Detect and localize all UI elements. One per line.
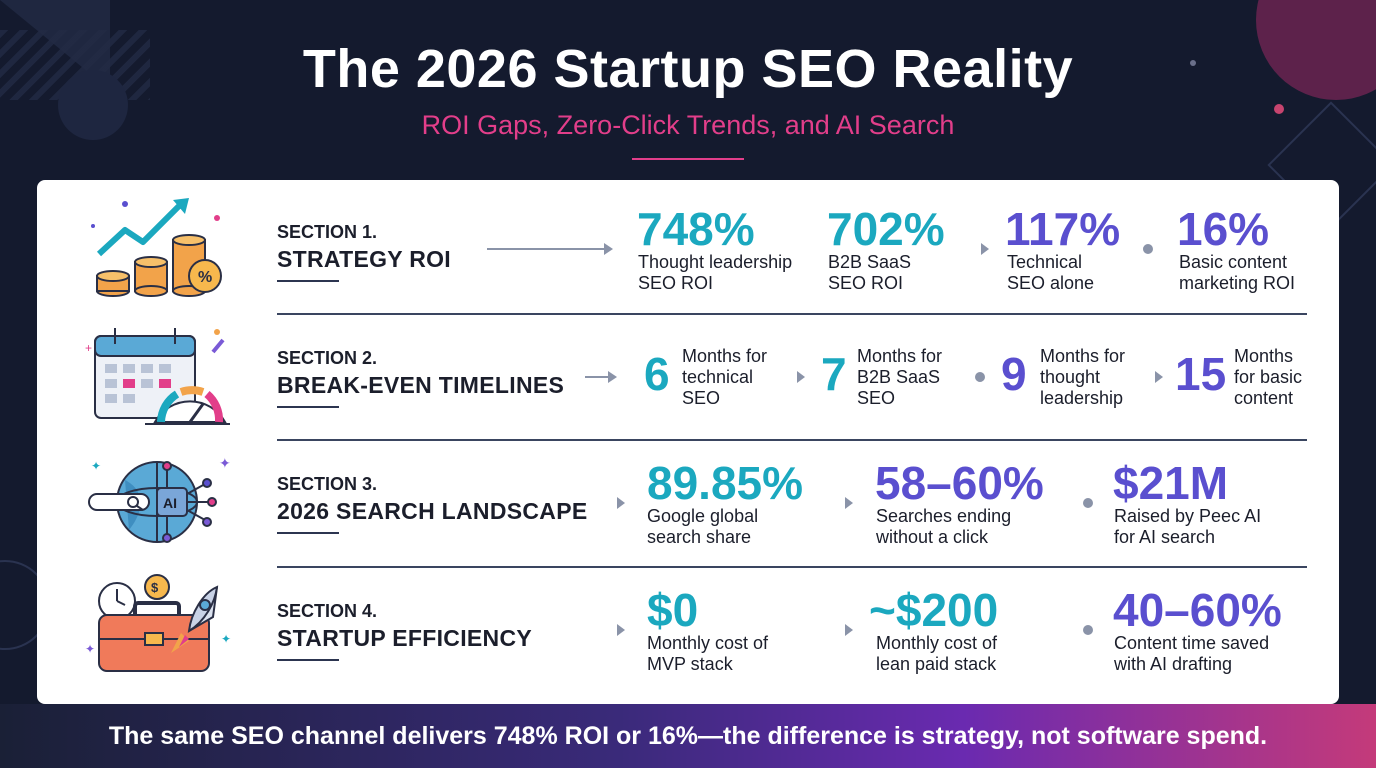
- toolbox-rocket-icon: $ ✦ ✦: [85, 573, 235, 683]
- chevron-right-icon: [617, 497, 625, 509]
- stat-description: Searches ending: [876, 506, 1012, 526]
- stat-description: Technical: [1007, 252, 1083, 272]
- bullet-dot: [975, 372, 985, 382]
- svg-text:✦: ✦: [91, 459, 101, 473]
- stat-value: ~$200: [869, 584, 999, 636]
- stat-description: Monthly cost of: [647, 633, 769, 653]
- stat-description: Months: [1234, 346, 1294, 366]
- page-title: The 2026 Startup SEO Reality: [302, 39, 1074, 99]
- stat-description: leadership: [1040, 388, 1124, 408]
- section-1-label: SECTION 1.: [277, 222, 378, 242]
- row-divider: [277, 313, 1307, 315]
- stat-description: thought: [1040, 367, 1101, 387]
- section-2-label: SECTION 2.: [277, 348, 378, 368]
- section-4-title: STARTUP EFFICIENCY: [277, 625, 533, 651]
- chevron-right-icon: [845, 497, 853, 509]
- stat-description: Months for: [857, 346, 943, 366]
- stat-description: B2B SaaS: [857, 367, 941, 387]
- stat-description: SEO alone: [1007, 273, 1095, 293]
- stat-description: SEO ROI: [638, 273, 714, 293]
- section-2-underline: [277, 406, 339, 408]
- stat-description: technical: [682, 367, 754, 387]
- chevron-right-icon: [845, 624, 853, 636]
- subtitle-underline: [632, 158, 744, 160]
- svg-text:$: $: [151, 580, 159, 595]
- stat-description: Months for: [682, 346, 768, 366]
- section-3-label: SECTION 3.: [277, 474, 378, 494]
- stat-description: with AI drafting: [1114, 654, 1233, 674]
- stat-description: Content time saved: [1114, 633, 1270, 653]
- stat-description: SEO: [857, 388, 896, 408]
- stat-value: 6: [644, 348, 670, 400]
- arrow-icon: [585, 371, 617, 383]
- stat-value: 748%: [637, 203, 755, 255]
- stat-description: SEO ROI: [828, 273, 904, 293]
- stat-description: content: [1234, 388, 1294, 408]
- stat-description: MVP stack: [647, 654, 733, 674]
- bullet-dot: [1083, 498, 1093, 508]
- growth-coins-icon: %: [85, 196, 235, 306]
- section-3-underline: [277, 532, 339, 534]
- section-1-underline: [277, 280, 339, 282]
- stat-value: 89.85%: [647, 457, 804, 509]
- footer-text: The same SEO channel delivers 748% ROI o…: [108, 722, 1268, 750]
- bullet-dot: [1143, 244, 1153, 254]
- chevron-right-icon: [981, 243, 989, 255]
- section-row-1: % SECTION 1. STRATEGY ROI 748% Thought l…: [37, 180, 1339, 306]
- chevron-right-icon: [1155, 371, 1163, 383]
- section-3-title: 2026 SEARCH LANDSCAPE: [277, 498, 588, 524]
- stat-description: Monthly cost of: [876, 633, 998, 653]
- stat-description: Raised by Peec AI: [1114, 506, 1262, 526]
- stat-value: 15: [1175, 348, 1227, 400]
- calendar-gauge-icon: +: [85, 322, 235, 432]
- section-2-title: BREAK-EVEN TIMELINES: [277, 372, 565, 398]
- stat-description: marketing ROI: [1179, 273, 1296, 293]
- stat-value: 16%: [1177, 203, 1270, 255]
- arrow-icon: [487, 243, 613, 255]
- stat-description: B2B SaaS: [828, 252, 912, 272]
- stat-value: $21M: [1113, 457, 1229, 509]
- row-divider: [277, 566, 1307, 568]
- stat-description: for basic: [1234, 367, 1303, 387]
- svg-text:%: %: [198, 269, 212, 286]
- stat-value: 702%: [827, 203, 945, 255]
- svg-text:✦: ✦: [221, 632, 231, 646]
- stat-value: 58–60%: [875, 457, 1044, 509]
- stat-description: Google global: [647, 506, 759, 526]
- stat-value: 40–60%: [1113, 584, 1282, 636]
- stat-value: $0: [647, 584, 699, 636]
- svg-text:✦: ✦: [219, 455, 231, 471]
- content-card: % SECTION 1. STRATEGY ROI 748% Thought l…: [37, 180, 1339, 704]
- stat-description: without a click: [876, 527, 989, 547]
- section-4-underline: [277, 659, 339, 661]
- footer-banner: The same SEO channel delivers 748% ROI o…: [0, 704, 1376, 768]
- svg-text:+: +: [85, 341, 92, 355]
- page-subtitle: ROI Gaps, Zero-Click Trends, and AI Sear…: [421, 110, 955, 140]
- svg-text:✦: ✦: [85, 642, 95, 656]
- stat-value: 7: [821, 348, 847, 400]
- stat-value: 9: [1001, 348, 1027, 400]
- stat-description: Thought leadership: [638, 252, 793, 272]
- stat-description: SEO: [682, 388, 721, 408]
- section-row-3: AI ✦ ✦ SECTION 3. 2026 SEARCH LANDSCAPE …: [37, 442, 1339, 568]
- section-row-4: $ ✦ ✦ SECTION 4. STARTUP EFFICIENCY $0 M…: [37, 569, 1339, 695]
- stat-description: Basic content: [1179, 252, 1288, 272]
- chevron-right-icon: [617, 624, 625, 636]
- stat-description: for AI search: [1114, 527, 1216, 547]
- stat-description: search share: [647, 527, 752, 547]
- section-row-2: + SECTION 2. BREAK-EVEN TIMELINES 6 Mont…: [37, 316, 1339, 442]
- stat-description: lean paid stack: [876, 654, 997, 674]
- row-divider: [277, 439, 1307, 441]
- ai-globe-search-icon: AI ✦ ✦: [85, 450, 235, 560]
- section-1-title: STRATEGY ROI: [277, 246, 451, 272]
- section-4-label: SECTION 4.: [277, 601, 378, 621]
- chevron-right-icon: [797, 371, 805, 383]
- bullet-dot: [1083, 625, 1093, 635]
- stat-value: 117%: [1005, 203, 1121, 255]
- svg-text:AI: AI: [163, 495, 177, 511]
- stat-description: Months for: [1040, 346, 1126, 366]
